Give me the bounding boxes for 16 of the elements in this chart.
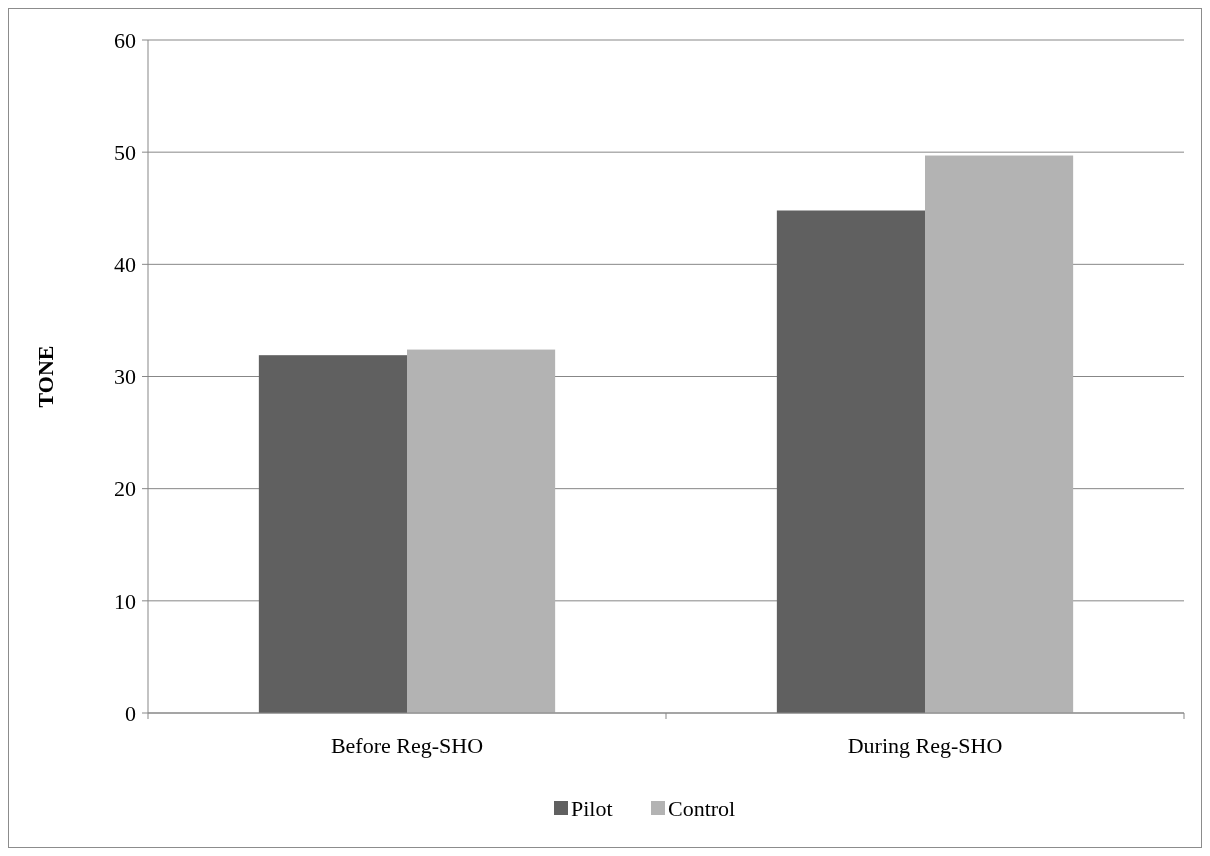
y-tick-label: 50	[114, 139, 136, 165]
bar	[776, 210, 925, 713]
legend-label: Pilot	[571, 796, 613, 821]
bar	[925, 155, 1074, 713]
bar	[258, 355, 407, 713]
y-axis-title: TONE	[33, 345, 58, 408]
y-tick-label: 20	[114, 476, 136, 502]
x-tick-label: Before Reg-SHO	[330, 733, 484, 758]
legend-label: Control	[668, 796, 736, 821]
x-tick-label: During Reg-SHO	[847, 733, 1003, 758]
y-tick-label: 10	[114, 588, 136, 614]
bar	[407, 349, 556, 713]
y-tick-label: 30	[114, 364, 136, 390]
y-tick-label: 60	[114, 27, 136, 53]
y-tick-label: 40	[114, 252, 136, 278]
y-tick-label: 0	[125, 700, 136, 726]
